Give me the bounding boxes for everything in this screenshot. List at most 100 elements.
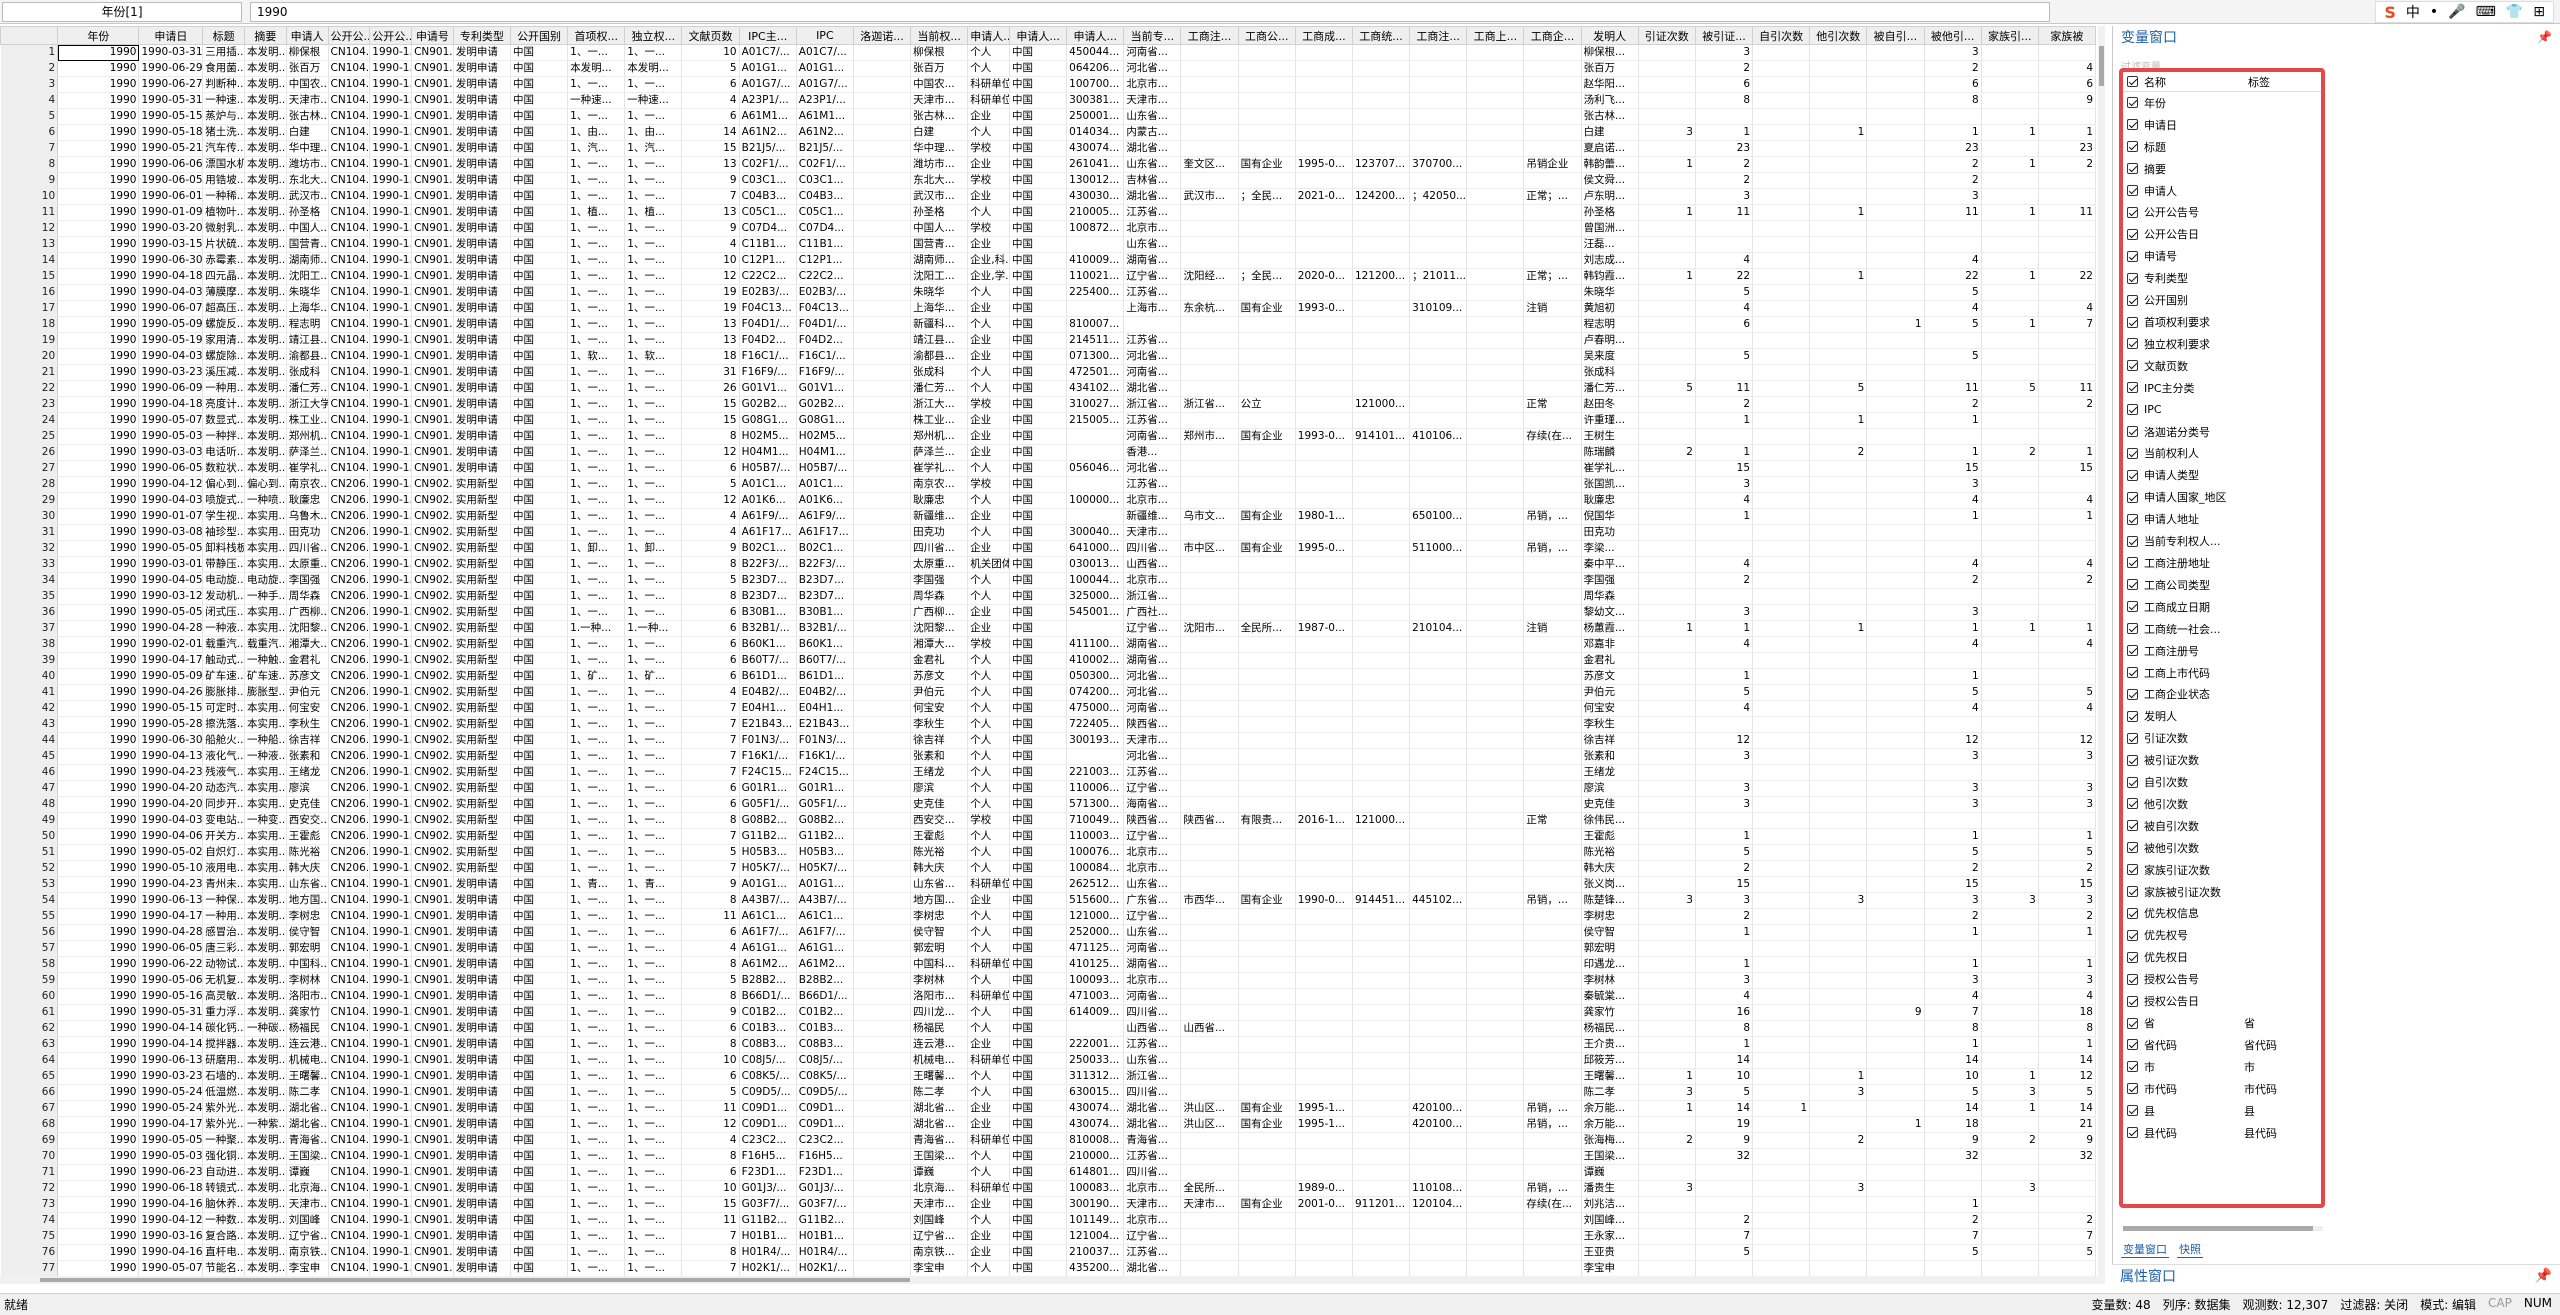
variable-checkbox[interactable] (2127, 1017, 2138, 1029)
table-cell[interactable]: CN206... (328, 812, 371, 829)
table-cell[interactable]: G01R1... (739, 780, 797, 797)
table-cell[interactable]: 19 (1695, 1116, 1754, 1133)
table-cell[interactable]: 1990-1... (369, 460, 413, 477)
table-cell[interactable] (1752, 428, 1811, 445)
table-cell[interactable]: 山东省... (1123, 876, 1182, 893)
table-cell[interactable]: 中国 (1009, 812, 1068, 829)
table-cell[interactable] (1809, 636, 1868, 653)
table-cell[interactable] (853, 1084, 912, 1101)
table-cell[interactable]: B23D7... (796, 572, 854, 589)
table-cell[interactable]: 1990-05-19 (138, 332, 204, 349)
table-cell[interactable]: 沈阳黎... (910, 620, 969, 637)
table-cell[interactable]: CN206... (328, 508, 371, 525)
table-cell[interactable] (1866, 972, 1925, 989)
table-cell[interactable]: 崔学礼... (1581, 460, 1639, 477)
table-cell[interactable]: 1、一... (624, 380, 683, 397)
table-cell[interactable] (1352, 524, 1411, 541)
table-cell[interactable]: 300040... (1066, 524, 1125, 541)
table-cell[interactable]: 1990-1... (369, 556, 413, 573)
table-cell[interactable]: 6 (681, 604, 740, 621)
table-cell[interactable]: 1、一... (624, 76, 683, 93)
table-cell[interactable]: 白建 (910, 124, 969, 141)
table-cell[interactable] (1809, 588, 1868, 605)
row-number[interactable]: 2 (0, 60, 59, 77)
table-cell[interactable] (1295, 828, 1353, 845)
table-cell[interactable] (1295, 444, 1353, 461)
table-cell[interactable]: 1990 (57, 716, 140, 733)
table-cell[interactable]: 浙江大学 (286, 396, 329, 413)
table-cell[interactable]: 1990-06-05 (138, 172, 204, 189)
table-cell[interactable]: 山东省... (1123, 1052, 1182, 1069)
table-cell[interactable]: 1 (2038, 508, 2097, 525)
pin-icon[interactable]: 📌 (2534, 1267, 2552, 1284)
table-cell[interactable]: 发明申请 (453, 1020, 511, 1037)
table-cell[interactable]: 张成科 (286, 364, 329, 381)
table-cell[interactable]: 吊销，... (1523, 540, 1582, 557)
table-cell[interactable]: 个人 (967, 1212, 1010, 1229)
row-number[interactable]: 34 (0, 572, 59, 589)
table-cell[interactable]: 1 (1981, 1068, 2039, 1085)
table-cell[interactable]: 1990-1... (369, 1180, 413, 1197)
table-cell[interactable]: 110021... (1066, 268, 1125, 285)
table-cell[interactable]: 中国 (510, 412, 569, 429)
table-cell[interactable] (1695, 220, 1754, 237)
table-cell[interactable]: 孙圣格 (286, 204, 329, 221)
table-cell[interactable]: 中国 (510, 1052, 569, 1069)
table-cell[interactable] (1523, 1148, 1582, 1165)
table-cell[interactable]: 1、一... (567, 396, 626, 413)
table-cell[interactable] (1466, 684, 1525, 701)
table-cell[interactable]: 1990-1... (369, 780, 413, 797)
table-cell[interactable]: 7 (681, 828, 740, 845)
table-cell[interactable]: 4 (2038, 988, 2097, 1005)
table-cell[interactable]: CN901... (411, 908, 454, 925)
table-cell[interactable]: 121000... (1352, 396, 1411, 413)
table-cell[interactable] (1523, 1132, 1582, 1149)
table-cell[interactable]: 1990-06-09 (138, 380, 204, 397)
table-cell[interactable]: C07D4... (739, 220, 797, 237)
table-cell[interactable]: 2 (1809, 1132, 1868, 1149)
table-cell[interactable]: 1990 (57, 60, 140, 77)
table-cell[interactable] (1809, 908, 1868, 925)
table-cell[interactable]: CN901... (411, 876, 454, 893)
table-cell[interactable]: 1990-1... (369, 236, 413, 253)
variable-checkbox[interactable] (2127, 601, 2138, 613)
table-cell[interactable]: 5 (1924, 316, 1982, 333)
table-cell[interactable] (1866, 60, 1925, 77)
table-cell[interactable]: 机械电... (286, 1052, 329, 1069)
table-cell[interactable]: 1990-06-23 (138, 1164, 204, 1181)
table-cell[interactable] (1866, 76, 1925, 93)
table-cell[interactable] (1180, 492, 1239, 509)
table-cell[interactable]: 吊销企业 (1523, 156, 1582, 173)
table-cell[interactable] (1809, 332, 1868, 349)
table-cell[interactable]: 110006... (1066, 780, 1125, 797)
variable-item[interactable]: 市代码 市代码 (2123, 1078, 2321, 1100)
row-number[interactable]: 77 (0, 1260, 59, 1276)
table-cell[interactable]: A01G7/... (739, 76, 797, 93)
table-cell[interactable]: 杨福民 (286, 1020, 329, 1037)
table-cell[interactable] (1752, 316, 1811, 333)
table-cell[interactable] (1295, 92, 1353, 109)
table-cell[interactable] (1809, 716, 1868, 733)
table-cell[interactable]: 1、一... (567, 780, 626, 797)
table-cell[interactable]: 一种拌... (202, 428, 245, 445)
table-cell[interactable] (1752, 908, 1811, 925)
table-cell[interactable]: 1990 (57, 1180, 140, 1197)
table-cell[interactable] (1695, 236, 1754, 253)
row-number[interactable]: 70 (0, 1148, 59, 1165)
table-cell[interactable] (1809, 348, 1868, 365)
table-cell[interactable] (1352, 1148, 1411, 1165)
table-cell[interactable]: 12 (1924, 732, 1982, 749)
table-cell[interactable] (1924, 364, 1982, 381)
table-cell[interactable] (1752, 172, 1811, 189)
table-cell[interactable]: 武汉市... (286, 188, 329, 205)
table-cell[interactable]: 四川省... (1123, 1084, 1182, 1101)
table-cell[interactable] (853, 1244, 912, 1261)
table-cell[interactable]: H04M1... (796, 444, 854, 461)
table-cell[interactable]: 靖江县... (910, 332, 969, 349)
table-row[interactable]: 28 1990 1990-04-12 偏心到... 偏心到... 南京农... CN206.… (0, 476, 2097, 493)
table-cell[interactable] (1352, 220, 1411, 237)
table-cell[interactable]: CN902... (411, 652, 454, 669)
table-cell[interactable] (1295, 668, 1353, 685)
table-cell[interactable]: 050300... (1066, 668, 1125, 685)
table-cell[interactable]: 朱晓华 (1581, 284, 1639, 301)
